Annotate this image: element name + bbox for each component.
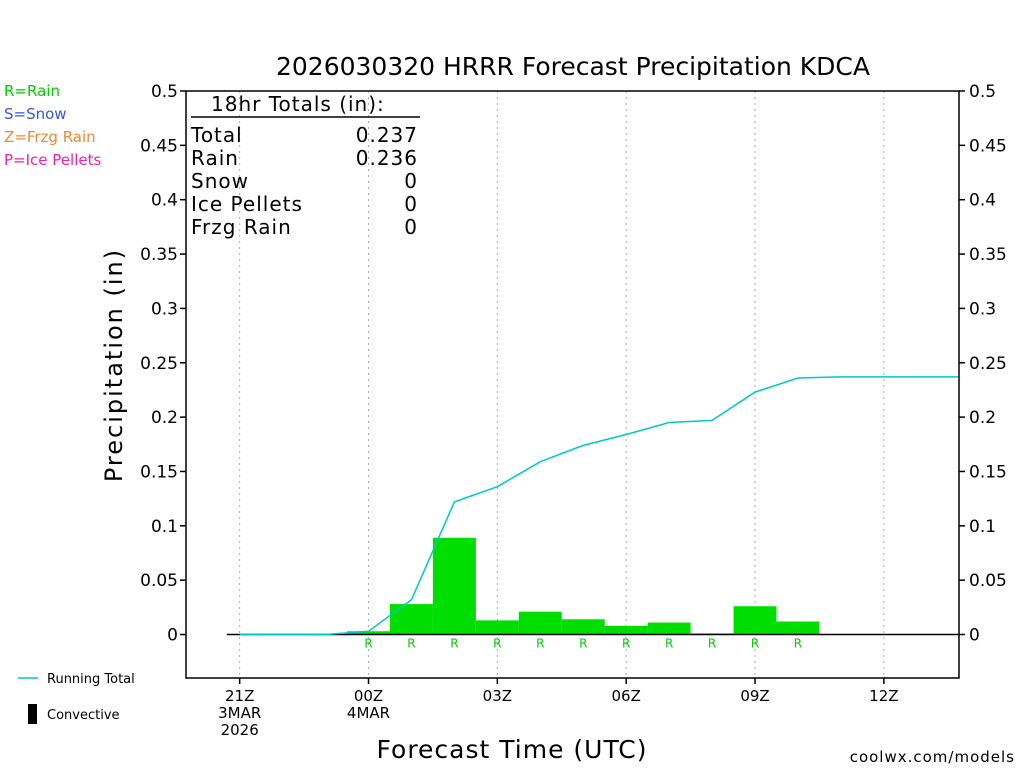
bar [604, 625, 648, 635]
y-tick-label: 0.45 [140, 136, 178, 156]
precip-type-legend: R=Rain S=Snow Z=Frzg Rain P=Ice Pellets [4, 82, 101, 169]
y-tick-label: 0.45 [969, 136, 1007, 156]
y-tick-label: 0.15 [140, 462, 178, 482]
x-tick-label: 09Z [740, 687, 769, 705]
y-tick-label: 0.1 [151, 517, 178, 537]
precip-type-marker: R [450, 637, 458, 651]
y-tick-label: 0.3 [969, 299, 996, 319]
precip-type-legend-item: Z=Frzg Rain [4, 128, 96, 146]
y-tick-label: 0 [969, 626, 980, 646]
totals-label: Frzg Rain [191, 215, 292, 239]
x-tick-label: 12Z [869, 687, 898, 705]
totals-header: 18hr Totals (in): [211, 92, 385, 116]
totals-label: Ice Pellets [191, 192, 303, 216]
plot-frame [185, 90, 960, 679]
y-tick-label: 0.25 [969, 354, 1007, 374]
totals-rows: Total 0.237 Rain 0.236 Snow 0 Ice Pellets 0 Frzg… [190, 123, 418, 239]
y-tick-label: 0.05 [969, 571, 1007, 591]
precip-type-marker: R [407, 637, 415, 651]
totals-value: 0 [404, 192, 418, 216]
y-tick-label: 0.4 [151, 191, 178, 211]
convective-swatch [28, 704, 37, 724]
x-axis-label: Forecast Time (UTC) [377, 735, 648, 764]
totals-value: 0 [404, 169, 418, 193]
series-legend-label: Running Total [47, 672, 135, 687]
x-tick-label: 06Z [611, 687, 640, 705]
precip-type-marker: R [536, 637, 544, 651]
bar [389, 604, 433, 635]
precip-type-marker: R [794, 637, 802, 651]
precip-type-legend-item: R=Rain [4, 82, 60, 100]
precip-type-legend-item: P=Ice Pellets [4, 151, 101, 169]
y-tick-label: 0.15 [969, 462, 1007, 482]
precip-type-marker: R [622, 637, 630, 651]
precip-type-marker: R [751, 637, 759, 651]
y-axis-right: 0 0.05 0.1 0.15 0.2 0.25 0.3 0.35 0.4 0.45 0.5 [959, 82, 1007, 646]
y-tick-label: 0.4 [969, 191, 996, 211]
x-tick-label: 00Z [354, 687, 383, 705]
credit-text: coolwx.com/models [850, 748, 1015, 766]
chart-title: 2026030320 HRRR Forecast Precipitation K… [276, 52, 870, 81]
y-axis-left: 0 0.05 0.1 0.15 0.2 0.25 0.3 0.35 0.4 0.45 0.5 [140, 82, 186, 646]
rain-bars [347, 537, 820, 635]
series-legend-label: Convective [47, 708, 120, 723]
y-tick-label: 0.35 [969, 245, 1007, 265]
precip-type-marker: R [493, 637, 501, 651]
precip-type-marker: R [364, 637, 372, 651]
x-tick-label: 03Z [483, 687, 512, 705]
series-legend: Running Total Convective [18, 672, 135, 724]
precip-type-marker: R [665, 637, 673, 651]
precip-type-marker: R [708, 637, 716, 651]
vertical-gridlines [239, 91, 885, 678]
y-tick-label: 0.1 [969, 517, 996, 537]
y-tick-label: 0.5 [151, 82, 178, 102]
totals-value: 0.237 [356, 123, 418, 147]
y-tick-label: 0.2 [969, 408, 996, 428]
x-tick-label: 3MAR [218, 704, 261, 722]
y-axis-label: Precipitation (in) [100, 248, 128, 482]
totals-label: Snow [191, 169, 249, 193]
x-tick-label: 2026 [221, 721, 259, 739]
bar [475, 620, 519, 635]
y-tick-label: 0.5 [969, 82, 996, 102]
y-tick-label: 0 [167, 626, 178, 646]
totals-label: Rain [191, 146, 239, 170]
precip-type-legend-item: S=Snow [4, 105, 67, 123]
x-tick-label: 4MAR [347, 704, 390, 722]
y-tick-label: 0.3 [151, 299, 178, 319]
running-total-line [239, 376, 959, 636]
precip-type-marker: R [579, 637, 587, 651]
y-tick-label: 0.35 [140, 245, 178, 265]
totals-box: 18hr Totals (in): Total 0.237 Rain 0.236 Sno… [190, 92, 420, 239]
y-tick-label: 0.05 [140, 571, 178, 591]
bar [647, 622, 691, 635]
bar [733, 606, 777, 635]
y-tick-label: 0.25 [140, 354, 178, 374]
bar [432, 537, 476, 635]
x-tick-label: 21Z [225, 687, 254, 705]
totals-value: 0 [404, 215, 418, 239]
totals-label: Total [190, 123, 243, 147]
bar [776, 621, 820, 635]
bar [347, 631, 390, 635]
y-tick-label: 0.2 [151, 408, 178, 428]
totals-value: 0.236 [356, 146, 418, 170]
bar [518, 611, 562, 635]
bar [561, 619, 605, 635]
